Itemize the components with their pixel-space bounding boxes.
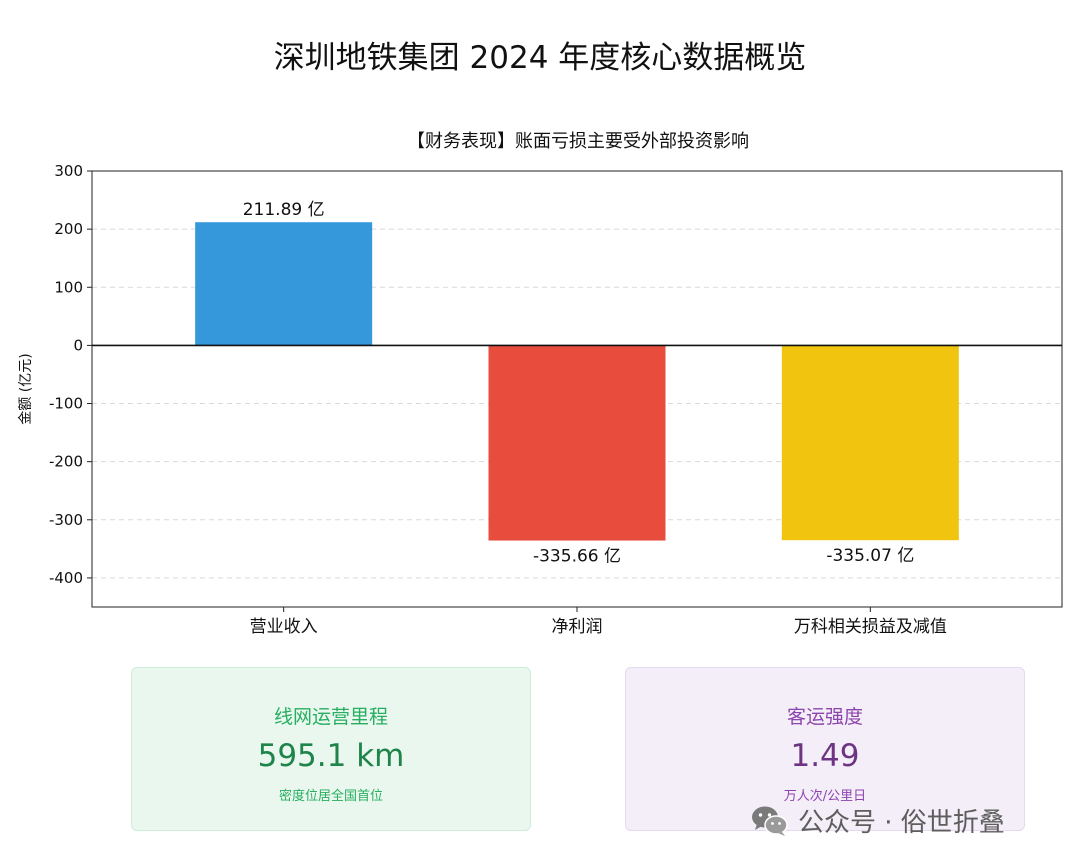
page-title: 深圳地铁集团 2024 年度核心数据概览 bbox=[273, 40, 807, 76]
labels-layer: 211.89 亿 -335.66 亿 -335.07 亿 bbox=[243, 200, 915, 566]
chart-title: 【财务表现】账面亏损主要受外部投资影响 bbox=[407, 131, 749, 152]
x-tick-label: 净利润 bbox=[552, 617, 603, 637]
x-axis-ticks: 营业收入 净利润 万科相关损益及减值 bbox=[250, 607, 947, 637]
y-axis-label: 金额 (亿元) bbox=[18, 353, 34, 424]
bar-value-label: -335.66 亿 bbox=[533, 547, 621, 567]
y-tick-label: 300 bbox=[54, 162, 83, 180]
y-tick-label: 200 bbox=[54, 220, 83, 238]
intensity-subtitle: 万人次/公里日 bbox=[783, 789, 867, 804]
x-tick-label: 万科相关损益及减值 bbox=[794, 617, 947, 637]
watermark-text: 公众号 · 俗世折叠 bbox=[798, 808, 1005, 838]
intensity-card: 客运强度 1.49 万人次/公里日 bbox=[625, 667, 1025, 831]
y-tick-label: -100 bbox=[49, 395, 83, 413]
intensity-value: 1.49 bbox=[790, 738, 860, 774]
bar-value-label: 211.89 亿 bbox=[243, 200, 325, 220]
y-tick-label: 100 bbox=[54, 278, 83, 296]
y-tick-label: -300 bbox=[49, 511, 83, 529]
bar-value-label: -335.07 亿 bbox=[826, 546, 914, 566]
bars-layer bbox=[195, 222, 959, 541]
plot-frame bbox=[91, 170, 1063, 608]
x-tick-label: 营业收入 bbox=[250, 617, 318, 637]
y-tick-label: -200 bbox=[49, 453, 83, 471]
mileage-value: 595.1 km bbox=[257, 738, 405, 774]
bar-1 bbox=[488, 345, 666, 541]
intensity-title: 客运强度 bbox=[786, 706, 863, 728]
mileage-title: 线网运营里程 bbox=[273, 706, 388, 728]
bar-0 bbox=[195, 222, 373, 346]
mileage-subtitle: 密度位居全国首位 bbox=[278, 789, 383, 804]
wechat-icon bbox=[752, 806, 788, 836]
mileage-card: 线网运营里程 595.1 km 密度位居全国首位 bbox=[131, 667, 531, 831]
y-axis-ticks: 300 200 100 0 -100 -200 -300 -400 bbox=[49, 162, 92, 587]
y-tick-label: -400 bbox=[49, 569, 83, 587]
watermark: 公众号 · 俗世折叠 bbox=[750, 802, 1005, 839]
bar-2 bbox=[781, 345, 959, 541]
y-tick-label: 0 bbox=[73, 336, 83, 354]
bar-chart: 【财务表现】账面亏损主要受外部投资影响 211.89 亿 -335.66 亿 -33… bbox=[18, 131, 1063, 637]
